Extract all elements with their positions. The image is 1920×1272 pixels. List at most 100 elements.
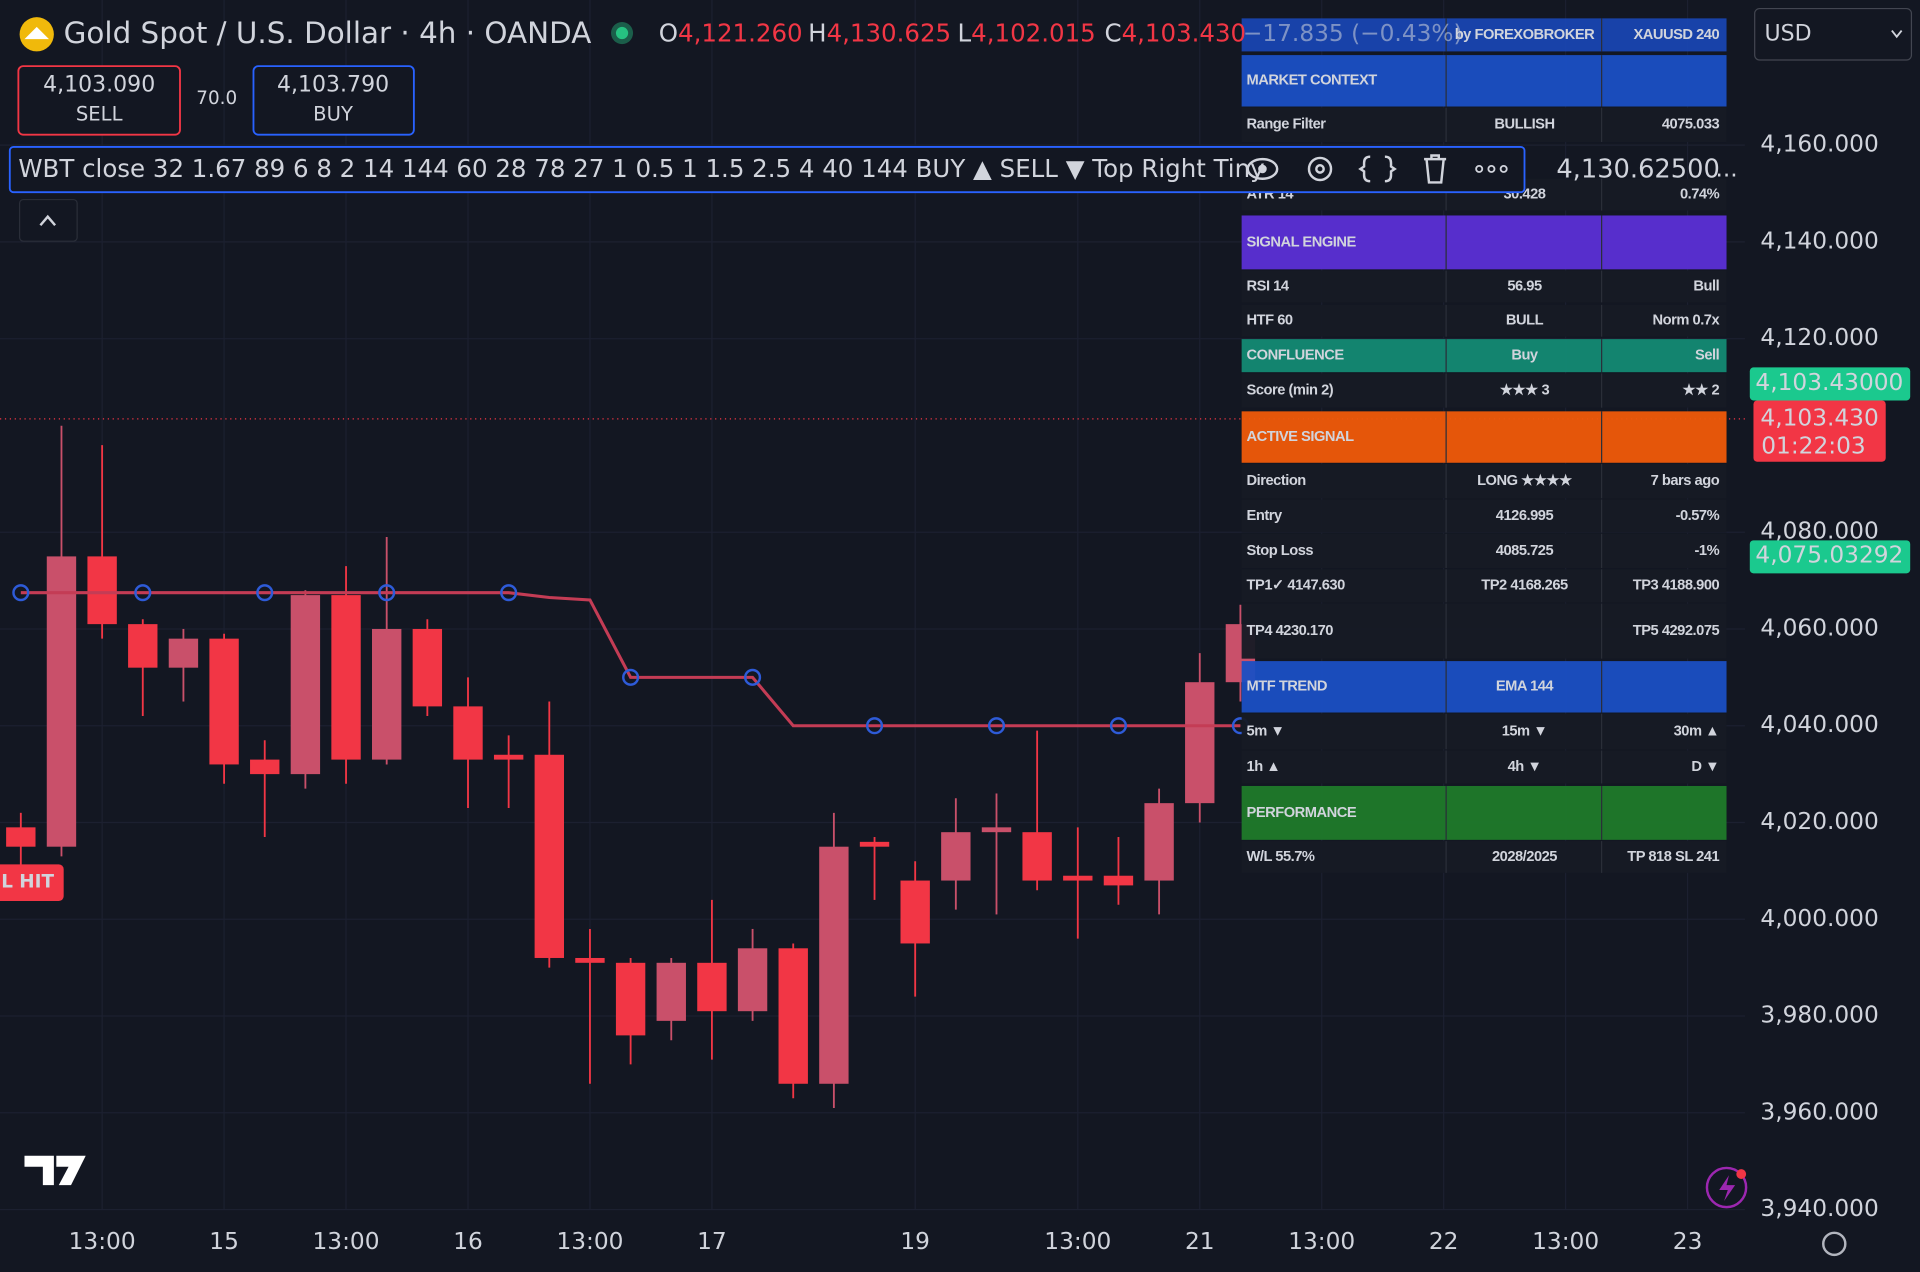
price-label: 4,075.03292 [1755,542,1903,569]
panel-cell: EMA 144 [1496,679,1555,695]
panel-cell: HTF 60 [1247,313,1293,329]
panel-cell: CONFLUENCE [1247,348,1345,364]
toolbar-box [8,145,1526,194]
candle-body [656,962,686,1021]
x-tick-label: 13:00 [1288,1228,1355,1255]
candle-body [331,595,361,760]
ohlc-value: 4,130.625 [827,18,952,47]
panel-cell: TP5 4292.075 [1633,623,1720,639]
eye-pupil [1258,164,1267,174]
more-dot[interactable] [1475,164,1484,173]
panel-cell: by FOREXOBROKER [1455,27,1595,43]
panel-cell: Stop Loss [1247,543,1314,559]
panel-cell: D ▼ [1691,759,1719,775]
ohlc-key: L [958,18,972,47]
ohlc-key: O [659,18,678,47]
source-button[interactable] [1358,155,1397,183]
panel-cell: PERFORMANCE [1247,805,1357,821]
candle-body [1063,875,1093,881]
x-tick-label: 22 [1429,1228,1459,1255]
panel-row [1241,373,1727,408]
panel-cell: TP 818 SL 241 [1627,849,1719,865]
y-tick-label: 4,040.000 [1760,711,1878,738]
ohlc-item: O4,121.260 [659,18,803,47]
panel-cell: ★★ 2 [1683,382,1720,398]
more-dot[interactable] [1499,164,1508,173]
panel-cell: Buy [1511,348,1539,364]
settings-icon[interactable] [1822,1231,1847,1257]
sell-label[interactable]: SELL [76,103,123,126]
panel-cell: 4126.995 [1496,508,1554,524]
currency-label[interactable]: USD [1764,21,1811,46]
panel-row [1241,339,1727,373]
panel-cell: Entry [1247,508,1283,524]
candle-body [981,827,1012,833]
ui: Gold Spot / U.S. Dollar · 4h · OANDA O4,… [17,7,1913,1257]
settings-button[interactable] [1307,156,1333,182]
buy-price[interactable]: 4,103.790 [277,73,389,98]
eye-icon[interactable] [1246,157,1279,180]
candle-body [1103,875,1134,886]
candle-body [575,957,605,963]
candle-body [941,832,971,881]
panel-cell: Norm 0.7x [1653,313,1721,329]
trail-marker [987,717,1006,735]
price-countdown: 01:22:03 [1761,433,1865,460]
panel-cell: TP1✓ 4147.630 [1247,578,1346,594]
panel-row [1241,713,1727,750]
price-label: 4,103.43000 [1755,369,1903,396]
candle-body [534,754,564,958]
candle-body [453,706,483,760]
panel-cell: XAUUSD 240 [1633,27,1719,43]
alert-icon[interactable] [1705,1166,1748,1209]
candle-body [819,846,849,1084]
dropdown-arrow [1891,30,1903,39]
ohlc: O4,121.260 H4,130.625 L4,102.015 C4,103.430 [659,18,1246,47]
candle-body [372,628,402,760]
y-tick-label: 3,960.000 [1760,1098,1878,1125]
panel-row [1241,499,1727,533]
x-tick-label: 21 [1185,1228,1215,1255]
trail-marker [743,668,762,686]
x-tick-label: 16 [453,1228,483,1255]
panel-row [1241,411,1727,463]
ohlc-value: 4,121.260 [678,18,803,47]
panel-row [1241,215,1727,270]
buy-button[interactable] [252,65,415,136]
more-dot[interactable] [1487,164,1496,173]
trail-marker [1109,717,1128,735]
candle-body [697,962,727,1012]
buy-label[interactable]: BUY [313,103,353,126]
panel-cell: 56.95 [1507,278,1542,294]
candle-body [87,556,117,625]
candle-body [859,841,890,847]
x-tick-label: 17 [697,1228,727,1255]
currency-dropdown[interactable] [1754,7,1913,61]
x-tick-label: 19 [900,1228,930,1255]
panel-cell: BULLISH [1494,117,1554,133]
alert-bolt [1719,1175,1736,1201]
alert-dot [1736,1169,1747,1179]
candle-body [209,638,239,765]
panel-cell: Sell [1695,348,1720,364]
panel-row [1241,841,1727,873]
panel-cell: -1% [1695,543,1720,559]
ohlc-value: 4,102.015 [971,18,1096,47]
panel-row [1241,661,1727,713]
logo [24,1155,86,1186]
candle-body [900,880,930,944]
sell-price[interactable]: 4,103.090 [43,73,155,98]
candle-body [412,628,443,707]
panel-cell: ACTIVE SIGNAL [1247,429,1355,445]
delete-button[interactable] [1424,154,1447,184]
collapse-button[interactable] [18,198,78,242]
y-tick-label: 4,120.000 [1760,324,1878,351]
trail-marker [500,584,518,602]
sell-button[interactable] [17,65,181,136]
panel-cell: LONG ★★★★ [1477,473,1573,489]
symbol-title: Gold Spot / U.S. Dollar · 4h · OANDA [64,16,592,50]
candle-body [1185,682,1215,804]
panel-cell: 1h ▲ [1247,759,1281,775]
panel-cell: ★★★ 3 [1500,382,1550,398]
trail-marker [256,584,274,602]
